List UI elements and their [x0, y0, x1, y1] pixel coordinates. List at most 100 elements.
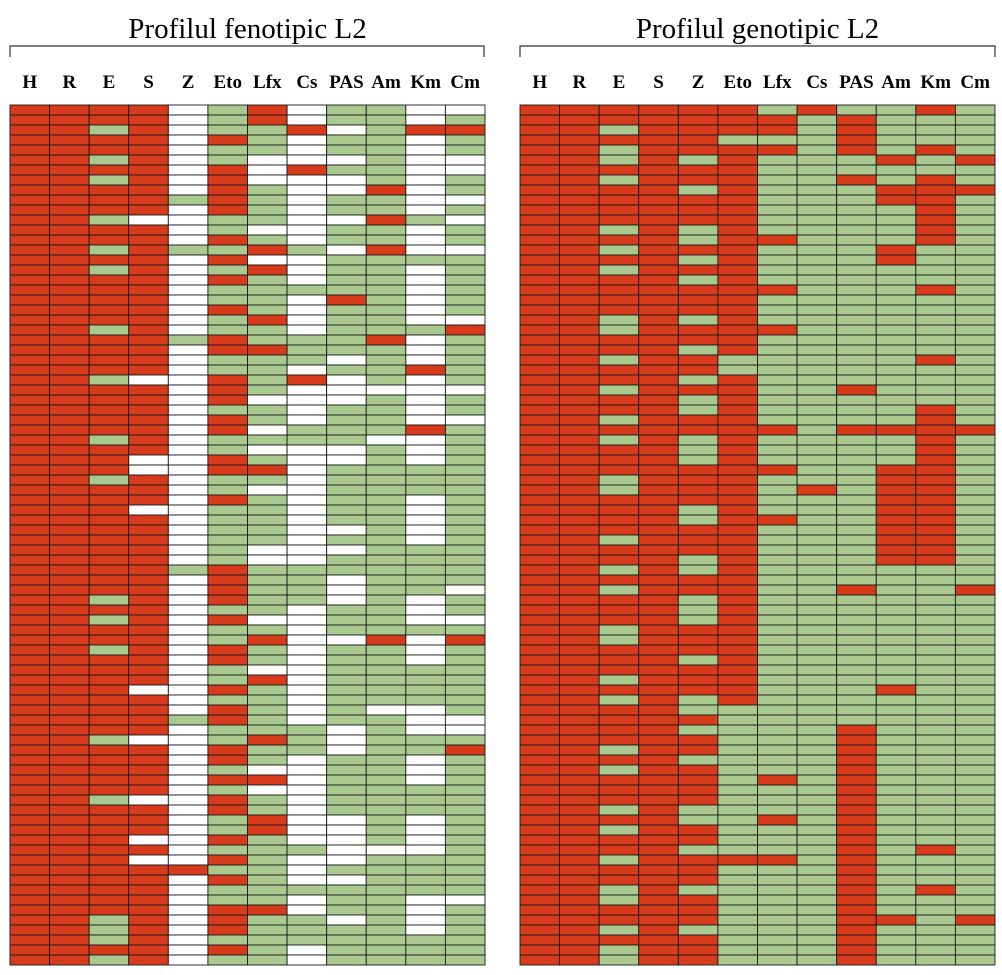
- cell: [954, 444, 996, 456]
- cell: [677, 654, 719, 666]
- cell: [717, 584, 758, 596]
- cell: [717, 214, 758, 226]
- cell: [128, 344, 169, 356]
- cell: [677, 764, 719, 776]
- cell: [519, 124, 561, 136]
- cell: [444, 804, 486, 816]
- cell: [915, 324, 956, 336]
- cell: [247, 454, 288, 466]
- cell: [405, 684, 446, 696]
- cell: [9, 894, 51, 906]
- cell: [638, 734, 679, 746]
- cell: [836, 334, 877, 346]
- cell: [49, 804, 90, 816]
- cell: [444, 844, 486, 856]
- cell: [49, 914, 90, 926]
- cell: [128, 154, 169, 166]
- cell: [796, 404, 838, 416]
- cell: [638, 114, 679, 126]
- cell: [207, 814, 248, 826]
- cell: [9, 194, 51, 206]
- cell: [9, 274, 51, 286]
- cell: [559, 214, 600, 226]
- cell: [598, 224, 640, 236]
- cell: [559, 174, 600, 186]
- cell: [717, 774, 758, 786]
- cell: [638, 504, 679, 516]
- cell: [167, 904, 209, 916]
- cell: [326, 744, 367, 756]
- cell: [444, 574, 486, 586]
- cell: [559, 154, 600, 166]
- cell: [875, 564, 917, 576]
- cell: [559, 464, 600, 476]
- cell: [875, 904, 917, 916]
- cell: [796, 364, 838, 376]
- cell: [9, 224, 51, 236]
- cell: [444, 424, 486, 436]
- cell: [677, 884, 719, 896]
- cell: [836, 434, 877, 446]
- cell: [444, 104, 486, 116]
- cell: [559, 664, 600, 676]
- cell: [915, 304, 956, 316]
- cell: [326, 584, 367, 596]
- cell: [9, 534, 51, 546]
- cell: [247, 484, 288, 496]
- cell: [88, 274, 130, 286]
- cell: [128, 934, 169, 946]
- cell: [128, 384, 169, 396]
- cell: [286, 634, 328, 646]
- cell: [444, 444, 486, 456]
- cell: [559, 244, 600, 256]
- cell: [638, 704, 679, 716]
- cell: [167, 604, 209, 616]
- cell: [128, 564, 169, 576]
- cell: [915, 364, 956, 376]
- cell: [954, 704, 996, 716]
- cell: [167, 174, 209, 186]
- cell: [326, 804, 367, 816]
- cell: [128, 164, 169, 176]
- cell: [9, 944, 51, 956]
- cell: [207, 824, 248, 836]
- cell: [717, 394, 758, 406]
- cell: [207, 774, 248, 786]
- cell: [717, 854, 758, 866]
- cell: [836, 134, 877, 146]
- cell: [167, 354, 209, 366]
- cell: [49, 874, 90, 886]
- cell: [365, 674, 407, 686]
- cell: [128, 204, 169, 216]
- cell: [796, 524, 838, 536]
- cell: [9, 814, 51, 826]
- cell: [677, 734, 719, 746]
- cell: [326, 114, 367, 126]
- cell: [326, 624, 367, 636]
- cell: [954, 384, 996, 396]
- cell: [519, 524, 561, 536]
- cell: [875, 854, 917, 866]
- cell: [836, 504, 877, 516]
- cell: [954, 334, 996, 346]
- cell: [49, 384, 90, 396]
- cell: [444, 644, 486, 656]
- cell: [207, 884, 248, 896]
- cell: [638, 614, 679, 626]
- cell: [677, 754, 719, 766]
- cell: [519, 674, 561, 686]
- cell: [444, 134, 486, 146]
- cell: [717, 464, 758, 476]
- cell: [757, 934, 798, 946]
- cell: [128, 724, 169, 736]
- cell: [9, 764, 51, 776]
- cell: [326, 874, 367, 886]
- cell: [88, 204, 130, 216]
- cell: [717, 754, 758, 766]
- cell: [677, 894, 719, 906]
- cell: [128, 764, 169, 776]
- cell: [638, 524, 679, 536]
- cell: [598, 794, 640, 806]
- cell: [247, 574, 288, 586]
- cell: [757, 904, 798, 916]
